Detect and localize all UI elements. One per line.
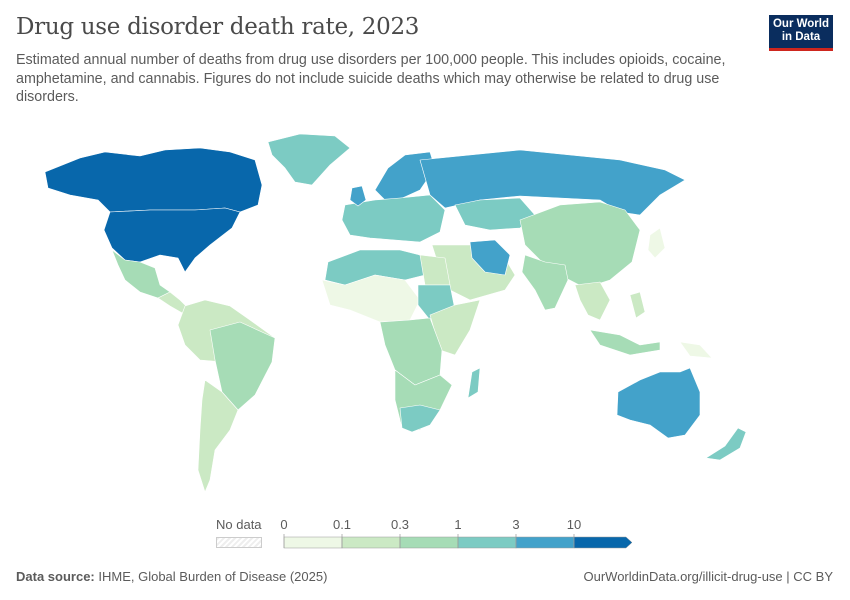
region-india[interactable] (521, 254, 569, 311)
subtitle: Estimated annual number of deaths from d… (16, 52, 726, 105)
region-south-america-south[interactable] (197, 379, 239, 493)
page-title: Drug use disorder death rate, 2023 (16, 14, 420, 40)
legend-bin[interactable] (457, 536, 517, 549)
owid-logo[interactable]: Our World in Data (769, 15, 833, 51)
region-canada[interactable] (44, 147, 263, 213)
legend-tick-label: 10 (566, 517, 582, 532)
region-philippines[interactable] (629, 291, 646, 319)
region-papua-new-guinea[interactable] (679, 341, 713, 359)
region-south-africa[interactable] (399, 404, 441, 433)
legend-bin[interactable] (283, 536, 343, 549)
region-japan[interactable] (647, 227, 666, 259)
legend-tick-label: 3 (512, 517, 520, 532)
region-iran[interactable] (469, 239, 511, 276)
region-sahel[interactable] (321, 274, 421, 323)
region-greenland[interactable] (267, 133, 351, 186)
legend-tick-label: 0.1 (332, 517, 352, 532)
world-map (44, 133, 747, 493)
data-source-label: Data source: (16, 569, 95, 584)
region-new-zealand[interactable] (705, 427, 747, 461)
source-url-license[interactable]: OurWorldinData.org/illicit-drug-use | CC… (583, 569, 834, 584)
data-source-text: IHME, Global Burden of Disease (2025) (98, 569, 328, 584)
legend-bin[interactable] (341, 536, 401, 549)
region-usa[interactable] (103, 207, 241, 273)
legend-tick-label: 1 (454, 517, 462, 532)
data-source: Data source: IHME, Global Burden of Dise… (16, 569, 327, 584)
region-madagascar[interactable] (467, 367, 481, 399)
region-indonesia[interactable] (589, 329, 661, 356)
region-north-africa[interactable] (324, 249, 426, 286)
legend-no-data-label: No data (216, 517, 262, 532)
legend-tick-label: 0 (280, 517, 288, 532)
region-brazil[interactable] (209, 321, 276, 411)
region-southeast-asia[interactable] (574, 281, 611, 321)
legend-no-data-swatch[interactable] (216, 537, 262, 548)
region-europe[interactable] (341, 194, 446, 243)
region-australia[interactable] (616, 367, 701, 439)
legend-tick-label: 0.3 (390, 517, 410, 532)
legend-bin[interactable] (515, 536, 575, 549)
legend-bin[interactable] (573, 536, 633, 549)
legend-bin[interactable] (399, 536, 459, 549)
region-uk[interactable] (349, 185, 367, 207)
